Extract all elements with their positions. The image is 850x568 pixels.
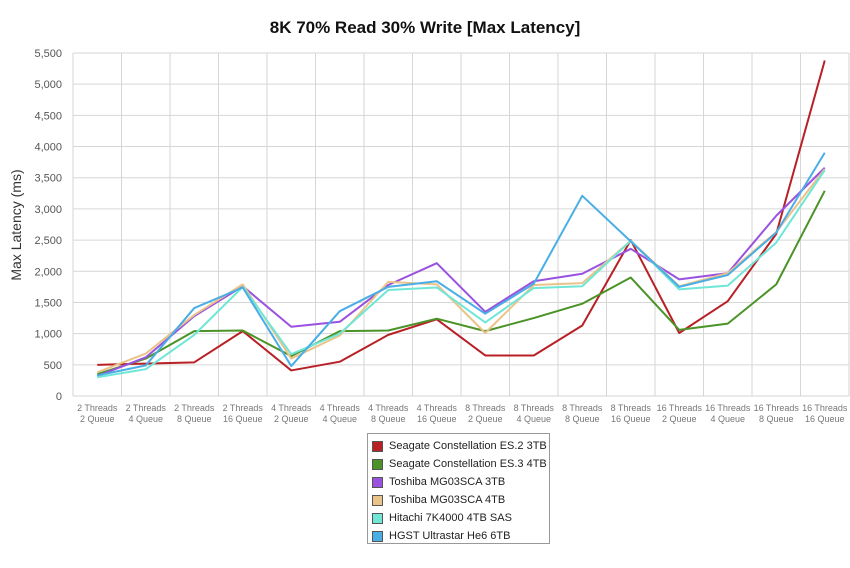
gridlines <box>72 52 850 397</box>
y-tick-label: 5,500 <box>34 48 62 60</box>
legend-swatch <box>372 530 383 542</box>
series-line <box>97 60 826 372</box>
legend-item: Toshiba MG03SCA 4TB <box>372 491 549 509</box>
series-line <box>96 167 826 377</box>
legend-label: Seagate Constellation ES.3 4TB <box>389 458 547 470</box>
legend: Seagate Constellation ES.2 3TB Seagate Co… <box>367 433 550 544</box>
y-tick-label: 2,000 <box>34 266 62 278</box>
x-tick-label: 16 Threads <box>657 403 703 413</box>
y-axis-ticks: 0 500 1,000 1,500 2,000 2,500 3,000 3,500 4,000 4… <box>34 48 62 403</box>
series-line <box>96 190 826 376</box>
x-tick-label: 16 Queue <box>611 414 651 424</box>
x-tick-label: 4 Threads <box>417 403 458 413</box>
series-line <box>97 169 826 379</box>
x-tick-label: 16 Queue <box>223 414 263 424</box>
y-tick-label: 3,000 <box>34 204 62 216</box>
x-tick-label: 8 Threads <box>514 403 555 413</box>
x-tick-label: 16 Threads <box>802 403 848 413</box>
legend-item: HGST Ultrastar He6 6TB <box>372 527 549 545</box>
y-tick-label: 500 <box>44 360 62 372</box>
y-tick-label: 3,500 <box>34 173 62 185</box>
x-tick-label: 4 Threads <box>368 403 409 413</box>
x-tick-label: 8 Queue <box>759 414 794 424</box>
legend-item: Seagate Constellation ES.2 3TB <box>372 437 549 455</box>
y-tick-label: 4,000 <box>34 142 62 154</box>
x-tick-label: 4 Queue <box>128 414 163 424</box>
x-tick-label: 4 Queue <box>322 414 357 424</box>
x-tick-label: 2 Threads <box>126 403 167 413</box>
x-tick-label: 2 Queue <box>468 414 503 424</box>
x-tick-label: 16 Threads <box>705 403 751 413</box>
x-tick-label: 8 Queue <box>371 414 406 424</box>
x-tick-label: 2 Queue <box>662 414 697 424</box>
series-line <box>97 152 826 377</box>
y-tick-label: 1,500 <box>34 297 62 309</box>
legend-label: Toshiba MG03SCA 4TB <box>389 494 506 506</box>
legend-label: Toshiba MG03SCA 3TB <box>389 476 506 488</box>
x-tick-label: 8 Queue <box>565 414 600 424</box>
x-tick-label: 2 Threads <box>174 403 215 413</box>
x-tick-label: 8 Threads <box>611 403 652 413</box>
x-tick-label: 2 Threads <box>223 403 264 413</box>
legend-label: Hitachi 7K4000 4TB SAS <box>389 512 512 524</box>
x-tick-label: 4 Threads <box>271 403 312 413</box>
legend-label: HGST Ultrastar He6 6TB <box>389 530 511 542</box>
x-tick-label: 4 Queue <box>710 414 745 424</box>
legend-item: Toshiba MG03SCA 3TB <box>372 473 549 491</box>
x-tick-label: 4 Threads <box>320 403 361 413</box>
y-tick-label: 0 <box>56 391 62 403</box>
legend-swatch <box>372 512 383 524</box>
legend-swatch <box>372 440 383 452</box>
x-tick-label: 4 Queue <box>516 414 551 424</box>
y-tick-label: 5,000 <box>34 79 62 91</box>
x-tick-label: 2 Queue <box>274 414 309 424</box>
x-tick-label: 8 Queue <box>177 414 212 424</box>
chart-title: 8K 70% Read 30% Write [Max Latency] <box>269 18 581 37</box>
y-tick-label: 2,500 <box>34 235 62 247</box>
legend-swatch <box>372 494 383 506</box>
x-tick-label: 16 Queue <box>417 414 457 424</box>
y-axis-label: Max Latency (ms) <box>8 169 24 280</box>
x-tick-label: 16 Queue <box>805 414 845 424</box>
x-tick-label: 8 Threads <box>562 403 603 413</box>
x-tick-label: 8 Threads <box>465 403 506 413</box>
series-line <box>96 168 826 374</box>
legend-swatch <box>372 476 383 488</box>
legend-label: Seagate Constellation ES.2 3TB <box>389 440 547 452</box>
y-tick-label: 1,000 <box>34 329 62 341</box>
y-tick-label: 4,500 <box>34 110 62 122</box>
x-tick-label: 2 Queue <box>80 414 115 424</box>
series-lines <box>96 60 826 379</box>
legend-swatch <box>372 458 383 470</box>
legend-item: Seagate Constellation ES.3 4TB <box>372 455 549 473</box>
x-tick-label: 2 Threads <box>77 403 118 413</box>
x-tick-label: 16 Threads <box>754 403 800 413</box>
legend-item: Hitachi 7K4000 4TB SAS <box>372 509 549 527</box>
